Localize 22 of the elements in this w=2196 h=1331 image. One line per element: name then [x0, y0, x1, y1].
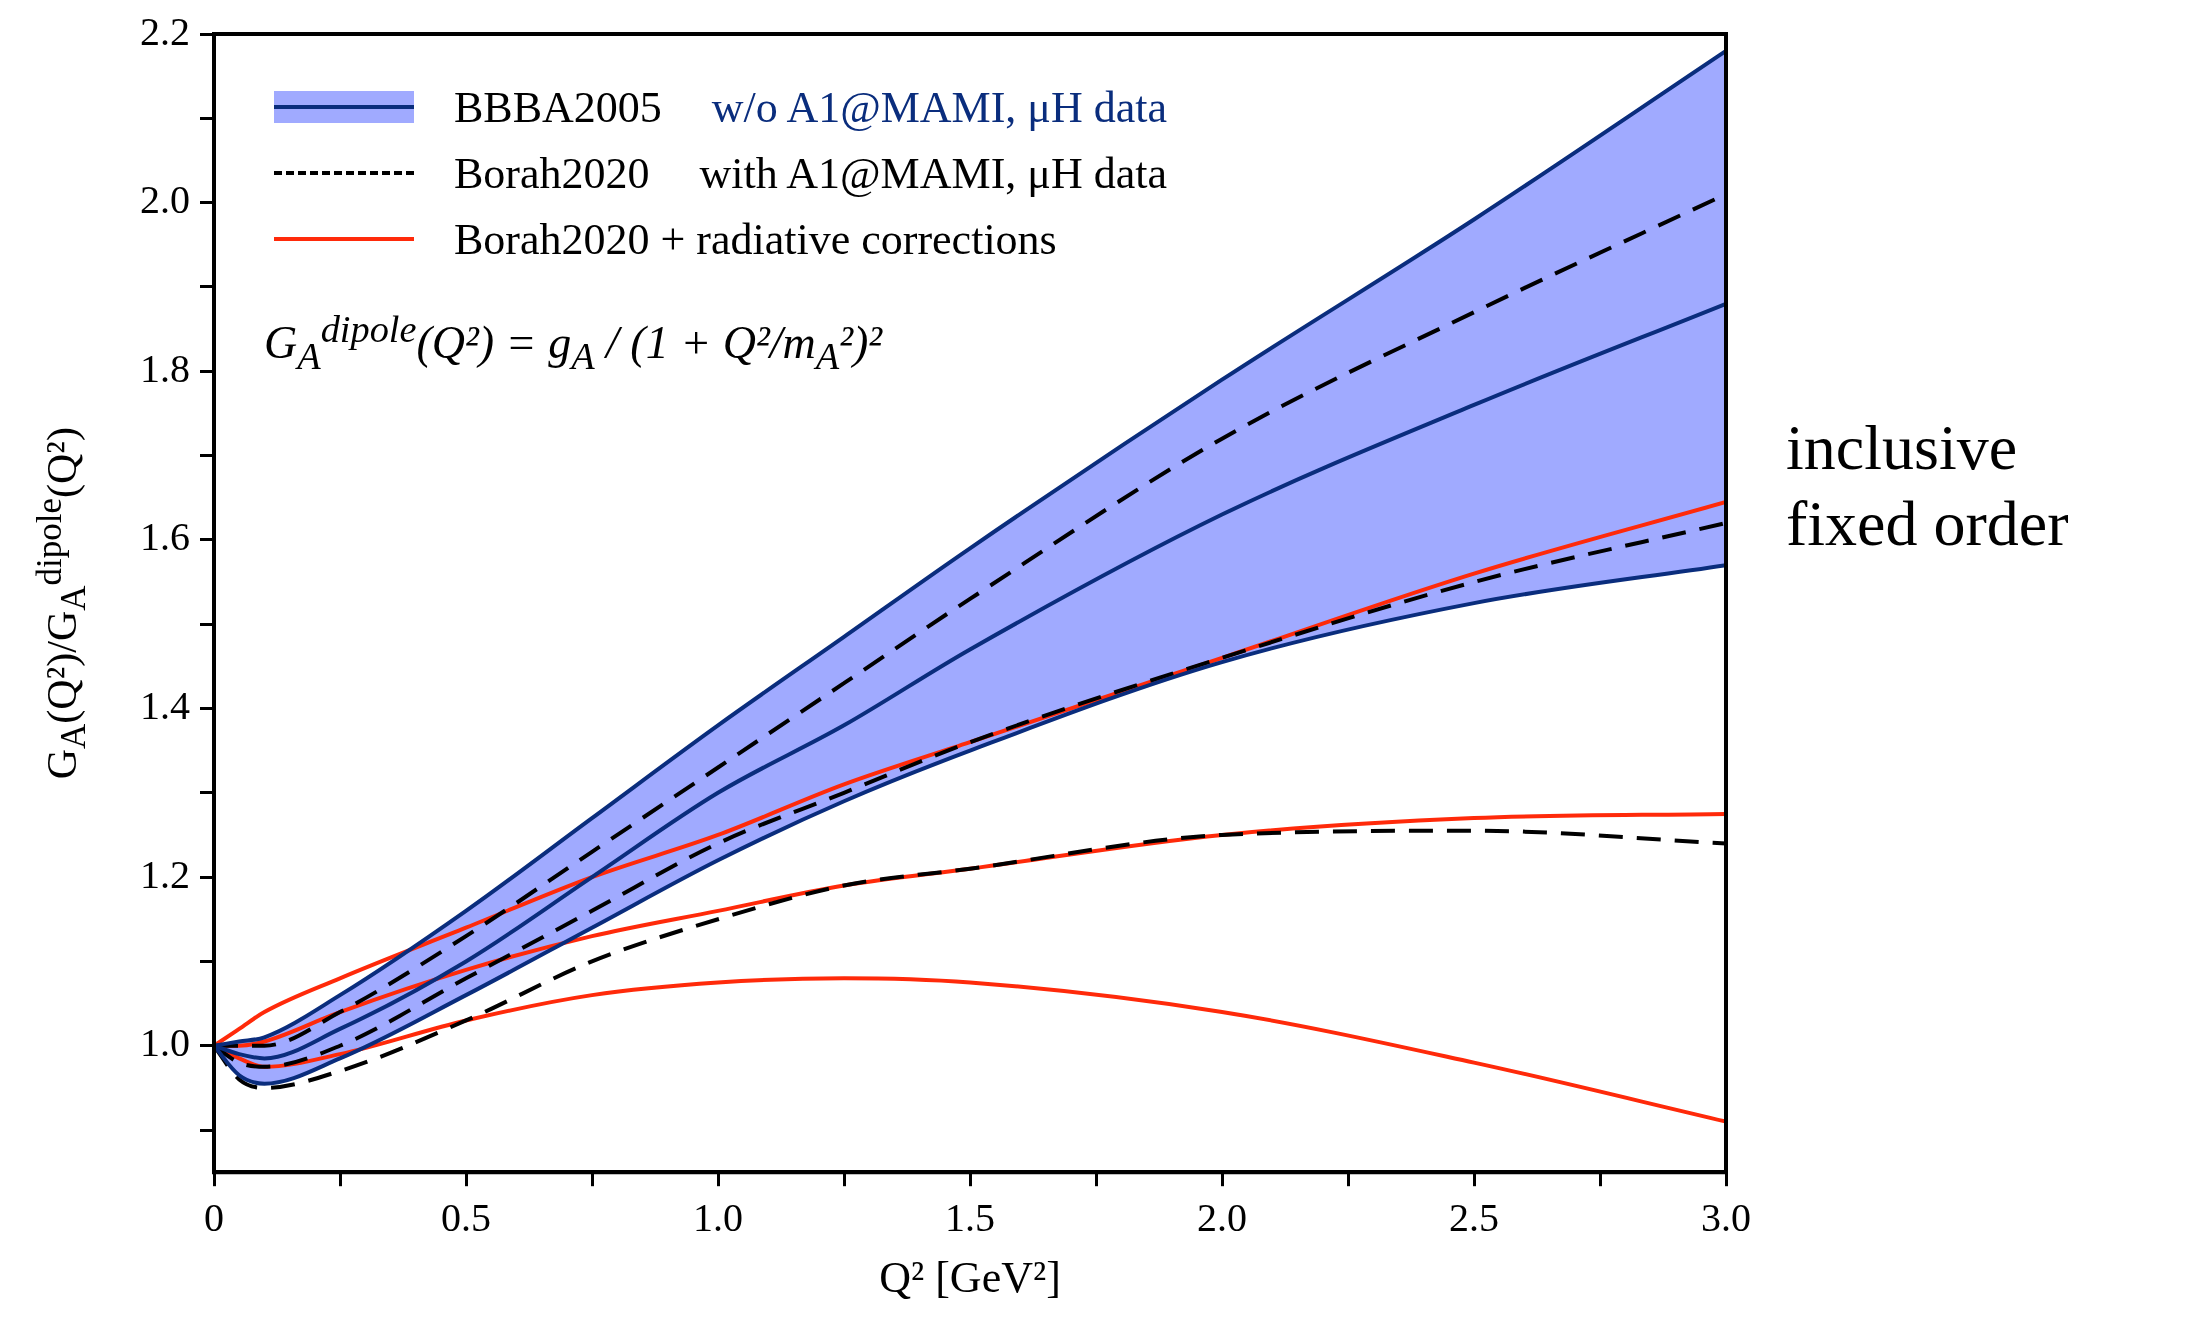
x-tick-label: 0.5: [441, 1194, 491, 1240]
x-axis-title: Q² [GeV²]: [879, 1253, 1061, 1303]
legend-label: Borah2020: [454, 147, 650, 199]
x-tick-label: 2.0: [1197, 1194, 1247, 1240]
y-tick-label: 2.0: [140, 177, 190, 223]
y-tick-label: 2.2: [140, 8, 190, 54]
x-tick-label: 1.0: [693, 1194, 743, 1240]
annotation: G$_{A}$$^{dipole}$(Q²) = g$_{A}$ / (1 + Q²/m$_{A}$²)²: [264, 307, 883, 378]
legend-label: Borah2020 + radiative corrections: [454, 213, 1057, 265]
legend-label: BBBA2005: [454, 81, 662, 133]
x-tick-label: 1.5: [945, 1194, 995, 1240]
y-tick-label: 1.0: [140, 1020, 190, 1066]
x-tick-label: 0: [204, 1194, 224, 1240]
y-tick-label: 1.6: [140, 514, 190, 560]
annotation: with A1@MAMI, μH data: [699, 147, 1167, 199]
y-tick-label: 1.2: [140, 851, 190, 897]
x-tick-label: 3.0: [1701, 1194, 1751, 1240]
annotation: w/o A1@MAMI, μH data: [711, 81, 1168, 133]
y-tick-label: 1.4: [140, 682, 190, 728]
y-tick-label: 1.8: [140, 345, 190, 391]
text: inclusive fixed order: [1786, 410, 2070, 562]
x-tick-label: 2.5: [1449, 1194, 1499, 1240]
